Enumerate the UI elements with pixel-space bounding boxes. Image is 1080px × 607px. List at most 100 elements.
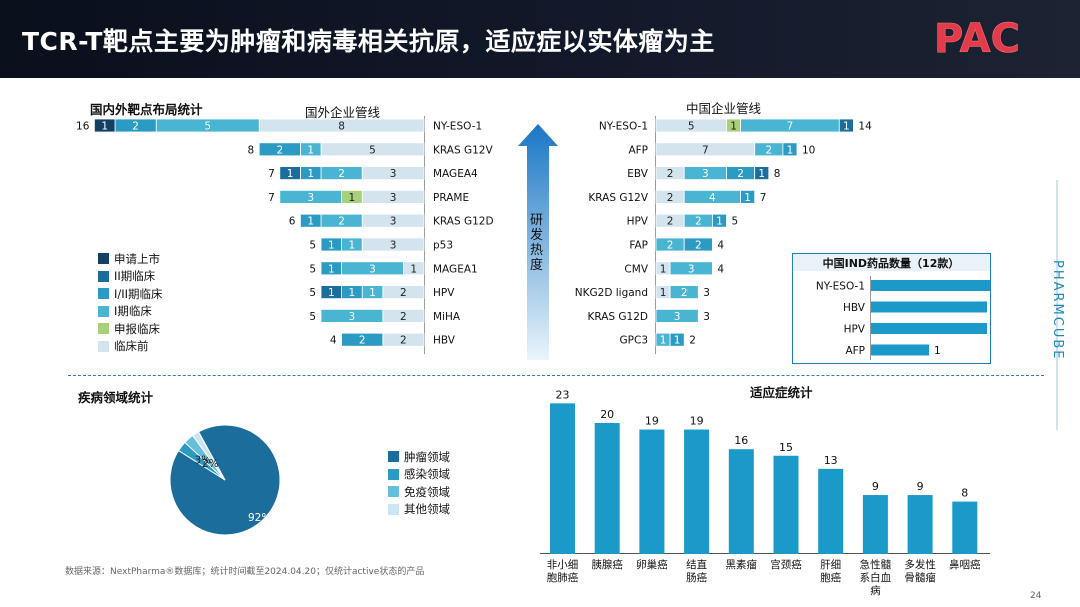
indication-bar — [907, 495, 933, 554]
china-segment-label: 7 — [787, 121, 794, 133]
china-segment-label: 1 — [660, 263, 667, 275]
foreign-segment-label: 1 — [307, 144, 314, 156]
heat-arrow-label: 研发热度 — [530, 213, 544, 273]
china-bar-segment — [669, 332, 685, 347]
foreign-segment-label: 2 — [359, 335, 366, 347]
ind-bar — [871, 344, 929, 356]
china-segment-label: 1 — [758, 168, 765, 180]
china-segment-label: 2 — [765, 144, 772, 156]
indication-category-label: 胞肺癌 — [547, 571, 579, 584]
indication-bar — [684, 429, 710, 554]
pie-legend-swatch — [388, 503, 399, 515]
indication-value-label: 13 — [824, 454, 838, 467]
foreign-segment-label: 3 — [390, 240, 397, 252]
foreign-pipeline-heading: 国外企业管线 — [305, 105, 381, 120]
disease-heading: 疾病领域统计 — [78, 390, 154, 405]
ind-category-label: AFP — [845, 345, 865, 357]
pie-legend-label: 免疫领域 — [404, 484, 450, 499]
china-segment-label: 1 — [660, 335, 667, 347]
indication-value-label: 15 — [779, 441, 793, 454]
foreign-segment-label: 1 — [349, 240, 356, 252]
china-bar-segment — [740, 190, 756, 204]
legend-item: 临床前 — [98, 338, 163, 356]
foreign-segment-label: 1 — [328, 287, 335, 299]
foreign-total-label: 5 — [309, 240, 316, 252]
indication-category-label: 非小细 — [547, 558, 579, 571]
china-bar-segment — [782, 142, 798, 157]
indication-category-label: 胰腺癌 — [591, 558, 623, 571]
indication-category-label: 肠癌 — [686, 571, 708, 584]
legend-label: I期临床 — [114, 304, 152, 319]
page-title: TCR-T靶点主要为肿瘤和病毒相关抗原，适应症以实体瘤为主 — [22, 27, 715, 56]
foreign-bar-segment — [320, 285, 343, 300]
china-segment-label: 2 — [667, 240, 674, 252]
foreign-segment-label: 3 — [390, 168, 397, 180]
china-total-label: 14 — [858, 121, 872, 133]
foreign-target-label: MAGEA1 — [433, 263, 478, 275]
foreign-segment-label: 2 — [338, 216, 345, 228]
china-bar-segment — [669, 285, 699, 300]
china-segment-label: 2 — [667, 168, 674, 180]
foreign-segment-label: 1 — [307, 168, 314, 180]
china-total-label: 3 — [703, 311, 710, 323]
foreign-target-label: HPV — [433, 287, 455, 299]
foreign-bar-segment — [299, 213, 322, 228]
indication-value-label: 9 — [917, 480, 924, 493]
indication-category-label: 鼻咽癌 — [949, 558, 981, 571]
china-total-label: 7 — [760, 192, 767, 204]
disease-legend: 肿瘤领域 感染领域 免疫领域 其他领域 — [388, 448, 450, 518]
ind-category-label: NY-ESO-1 — [816, 281, 865, 293]
china-segment-label: 2 — [667, 216, 674, 228]
pie-legend-swatch — [388, 451, 399, 463]
foreign-bar-segment — [341, 332, 384, 347]
china-segment-label: 1 — [843, 121, 850, 133]
foreign-segment-label: 5 — [369, 144, 376, 156]
indication-category-label: 多发性 — [904, 558, 936, 571]
page-number: 24 — [1030, 591, 1042, 601]
china-segment-label: 1 — [674, 335, 681, 347]
china-segment-label: 5 — [688, 121, 695, 133]
indication-value-label: 8 — [961, 487, 968, 500]
pie-legend-label: 感染领域 — [404, 467, 450, 482]
pie-legend-item: 肿瘤领域 — [388, 448, 450, 466]
china-target-label: NKG2D ligand — [575, 287, 648, 299]
indication-bar — [728, 449, 754, 554]
foreign-segment-label: 1 — [349, 287, 356, 299]
china-segment-label: 1 — [716, 216, 723, 228]
indication-bar — [773, 455, 799, 554]
header-bar: TCR-T靶点主要为肿瘤和病毒相关抗原，适应症以实体瘤为主 PAC — [0, 0, 1080, 78]
svg-text:PAC: PAC — [934, 16, 1020, 62]
china-total-label: 2 — [689, 335, 696, 347]
indication-bar — [550, 403, 575, 554]
indication-category-label: 系白血 — [860, 571, 892, 584]
indication-value-label: 16 — [734, 434, 748, 447]
foreign-target-label: KRAS G12D — [433, 216, 494, 228]
legend-swatch — [98, 288, 109, 300]
foreign-segment-label: 1 — [307, 216, 314, 228]
foreign-target-label: MAGEA4 — [433, 168, 478, 180]
stage-legend: 申请上市 II期临床 I/II期临床 I期临床 申报临床 临床前 — [98, 250, 163, 355]
pie-legend-label: 肿瘤领域 — [404, 449, 450, 464]
heat-arrow — [518, 124, 558, 360]
legend-swatch — [98, 323, 109, 335]
foreign-segment-label: 3 — [369, 263, 376, 275]
ind-category-label: HPV — [844, 324, 866, 336]
brand-strip — [1056, 180, 1058, 430]
ind-bar — [871, 301, 987, 313]
foreign-target-label: KRAS G12V — [433, 144, 493, 156]
foreign-segment-label: 2 — [400, 335, 407, 347]
ind-bar — [871, 323, 987, 334]
foreign-segment-label: 1 — [369, 287, 376, 299]
foreign-bar-segment — [320, 308, 384, 323]
ind-bar — [871, 280, 990, 291]
main-content: 国内外靶点布局统计 国外企业管线 中国企业管线 8 5 2 1 16 NY-ESO-1 5 1… — [0, 78, 1080, 607]
china-segment-label: 1 — [787, 144, 794, 156]
foreign-segment-label: 2 — [132, 121, 139, 133]
china-pipeline-heading: 中国企业管线 — [686, 101, 762, 116]
legend-swatch — [98, 305, 109, 317]
ind-title: 中国IND药品数量（12款） — [823, 256, 960, 270]
indication-bar — [818, 468, 844, 554]
china-segment-label: 2 — [695, 216, 702, 228]
